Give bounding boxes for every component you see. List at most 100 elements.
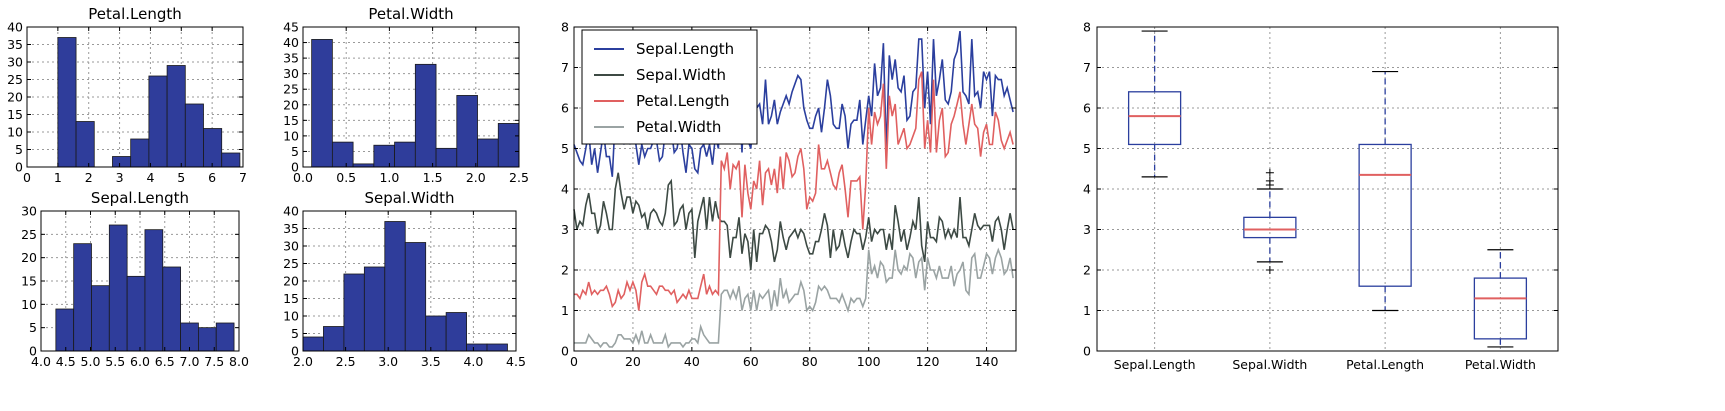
histogram-bar <box>130 138 150 168</box>
x-tick-label: 3.0 <box>378 354 398 369</box>
y-tick-label: 3 <box>1083 222 1091 237</box>
x-tick-label: 40 <box>684 354 700 369</box>
histogram-bar <box>126 275 146 352</box>
x-tick-label: 0.0 <box>293 170 313 185</box>
y-tick-label: 15 <box>21 274 37 289</box>
y-tick-label: 45 <box>283 20 299 35</box>
histogram-bar <box>384 221 406 352</box>
y-tick-label: 0 <box>291 344 299 359</box>
histogram-bar <box>497 123 520 168</box>
histogram-bar <box>144 229 164 352</box>
histogram-bar <box>343 273 365 352</box>
x-tick-label: 5 <box>177 170 185 185</box>
y-tick-label: 10 <box>21 297 37 312</box>
series-line-sepal-width <box>573 172 1014 271</box>
histogram-bar <box>180 322 199 352</box>
y-tick-label: 1 <box>561 303 569 318</box>
x-tick-label: 7.0 <box>180 354 200 369</box>
x-tick-label: 0 <box>570 354 578 369</box>
x-tick-label: 2.0 <box>466 170 486 185</box>
y-tick-label: 30 <box>21 204 37 219</box>
histogram-bar <box>215 322 235 352</box>
legend-label: Sepal.Width <box>636 66 726 84</box>
x-tick-label: 3 <box>116 170 124 185</box>
x-tick-label: 6.0 <box>130 354 150 369</box>
y-tick-label: 2 <box>1083 263 1091 278</box>
outlier-marker <box>1265 168 1274 177</box>
histogram-bar <box>363 266 386 352</box>
y-tick-label: 1 <box>1083 303 1091 318</box>
histogram-bar <box>112 156 132 168</box>
x-tick-label: Petal.Length <box>1346 357 1424 372</box>
x-tick-label: 20 <box>625 354 641 369</box>
histogram-bar <box>302 336 324 352</box>
x-tick-label: 7 <box>239 170 247 185</box>
histogram-bar <box>323 326 345 352</box>
y-tick-label: 5 <box>1083 141 1091 156</box>
x-tick-label: 0 <box>23 170 31 185</box>
y-tick-label: 5 <box>29 320 37 335</box>
y-tick-label: 0 <box>29 344 37 359</box>
x-tick-label: 4.5 <box>506 354 526 369</box>
y-tick-label: 40 <box>283 204 299 219</box>
x-tick-label: 8.0 <box>229 354 249 369</box>
x-tick-label: 80 <box>802 354 818 369</box>
y-tick-label: 10 <box>283 309 299 324</box>
y-tick-label: 20 <box>283 274 299 289</box>
y-tick-label: 30 <box>283 239 299 254</box>
y-tick-label: 30 <box>7 55 23 70</box>
histogram-bar <box>414 63 437 168</box>
legend-label: Petal.Length <box>636 92 730 110</box>
y-tick-label: 5 <box>291 326 299 341</box>
y-tick-label: 25 <box>283 256 299 271</box>
histogram-bar <box>221 152 241 168</box>
legend-label: Sepal.Length <box>636 40 734 58</box>
histogram-bar <box>148 75 168 168</box>
y-tick-label: 15 <box>7 107 23 122</box>
box-sepal-width <box>1243 168 1297 274</box>
y-tick-label: 0 <box>291 160 299 175</box>
y-tick-label: 20 <box>21 250 37 265</box>
y-tick-label: 8 <box>561 20 569 35</box>
histogram-bar <box>55 308 75 352</box>
y-tick-label: 40 <box>7 20 23 35</box>
x-tick-label: 3.5 <box>421 354 441 369</box>
y-tick-label: 7 <box>1083 60 1091 75</box>
line-chart: 0 20 40 60 80 100 120 140012345678Sepal.LengthS… <box>561 20 1017 369</box>
histogram-bar <box>108 224 128 352</box>
legend: Sepal.Length Sepal.Width Petal.Length Petal… <box>581 29 758 145</box>
y-tick-label: 7 <box>561 60 569 75</box>
y-tick-label: 35 <box>7 37 23 52</box>
y-tick-label: 2 <box>561 263 569 278</box>
series-line-sepal-length <box>573 30 1014 177</box>
x-tick-label: Sepal.Width <box>1232 357 1307 372</box>
plot-frame <box>302 26 520 168</box>
y-tick-label: 15 <box>283 113 299 128</box>
y-tick-label: 10 <box>283 128 299 143</box>
y-tick-label: 4 <box>561 182 569 197</box>
x-tick-label: 6 <box>208 170 216 185</box>
iqr-box <box>1127 91 1182 146</box>
x-tick-label: 0.5 <box>336 170 356 185</box>
x-tick-label: 1.5 <box>423 170 443 185</box>
iqr-box <box>1358 143 1412 287</box>
histogram-bar <box>184 103 204 168</box>
x-tick-label: 60 <box>743 354 759 369</box>
iqr-box <box>1243 216 1297 239</box>
x-tick-label: 2.0 <box>293 354 313 369</box>
histogram-sepal-length: 4.0 4.5 5.0 5.5 6.0 6.5 7.0 7.5 8.0 0 5 10 15 20 25 30 S… <box>21 189 249 369</box>
x-tick-label: 2.5 <box>509 170 529 185</box>
y-tick-label: 10 <box>7 125 23 140</box>
histogram-bar <box>331 141 354 168</box>
y-tick-label: 30 <box>283 66 299 81</box>
x-tick-label: 7.5 <box>204 354 224 369</box>
histogram-bar <box>477 138 499 168</box>
y-tick-label: 5 <box>15 142 23 157</box>
legend-label: Petal.Width <box>636 118 721 136</box>
histogram-bar <box>91 285 110 352</box>
y-tick-label: 40 <box>283 35 299 50</box>
x-tick-label: 4 <box>146 170 154 185</box>
chart-title: Petal.Length <box>88 5 182 23</box>
x-tick-label: 120 <box>916 354 940 369</box>
